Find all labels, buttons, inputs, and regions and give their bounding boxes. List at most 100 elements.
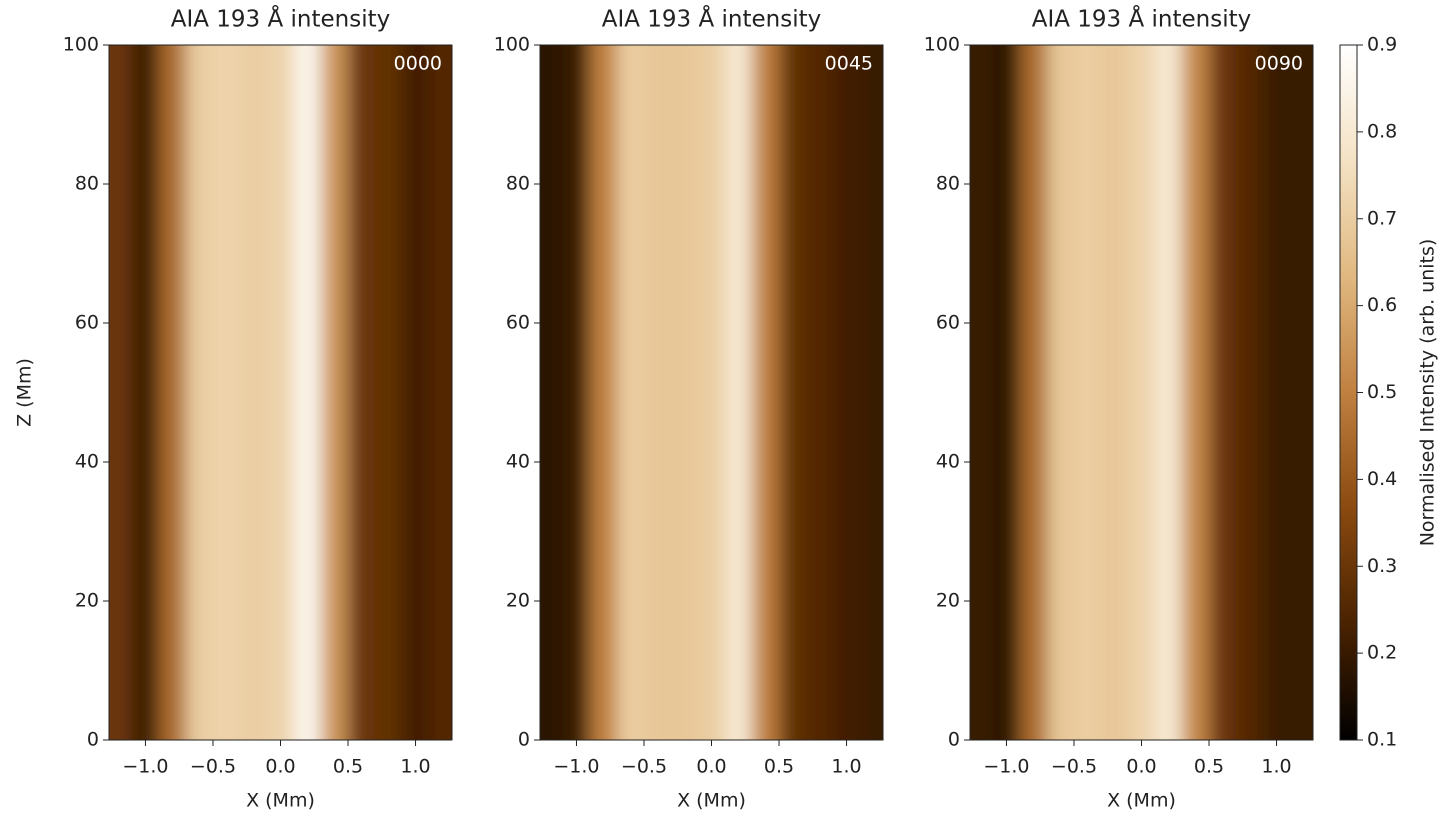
x-tick-label: −0.5 [1051, 756, 1097, 778]
colorbar-tick-label: 0.8 [1367, 120, 1397, 142]
y-tick-label: 100 [924, 34, 960, 56]
heatmap-cell [616, 45, 645, 740]
heatmap-image [109, 45, 452, 740]
y-tick-label: 60 [936, 312, 960, 334]
heatmap-image [540, 45, 883, 740]
heatmap-cell [1263, 45, 1291, 740]
x-tick-label: −0.5 [621, 756, 667, 778]
colorbar-tick-label: 0.4 [1367, 468, 1397, 490]
heatmap-cell [1046, 45, 1075, 740]
heatmap [109, 45, 452, 740]
heatmap-cell [725, 45, 753, 740]
y-tick-label: 100 [494, 34, 530, 56]
heatmap-cell [1209, 45, 1237, 740]
x-tick-label: 0.5 [1194, 756, 1224, 778]
x-tick-label: −0.5 [190, 756, 236, 778]
heatmap-cell [562, 45, 591, 740]
x-tick-label: 1.0 [400, 756, 430, 778]
heatmap-cell [402, 45, 430, 740]
heatmap-cell [1073, 45, 1102, 740]
x-tick-label: 0.0 [696, 756, 726, 778]
heatmap-cell [697, 45, 726, 740]
heatmap-cell [294, 45, 322, 740]
y-tick-label: 60 [75, 312, 99, 334]
x-tick-label: 1.0 [1261, 756, 1291, 778]
heatmap-cell [992, 45, 1021, 740]
colorbar [1339, 44, 1358, 741]
heatmap-cell [212, 45, 241, 740]
annotation: 0090 [1255, 53, 1303, 75]
y-tick-label: 40 [506, 451, 530, 473]
x-tick-label: 0.5 [333, 756, 363, 778]
y-tick-label: 20 [506, 590, 530, 612]
x-tick-label: 0.0 [265, 756, 295, 778]
colorbar-tick-label: 0.1 [1367, 729, 1397, 751]
colorbar-tick-label: 0.7 [1367, 207, 1397, 229]
chart-title: AIA 193 Å intensity [602, 5, 822, 33]
heatmap-cell [321, 45, 349, 740]
x-tick-label: 0.0 [1126, 756, 1156, 778]
y-tick-label: 60 [506, 312, 530, 334]
heatmap-cell [1290, 45, 1313, 740]
colorbar-label: Normalised Intensity (arb. units) [1417, 239, 1439, 547]
heatmap-cell [429, 45, 452, 740]
x-tick-label: −1.0 [983, 756, 1029, 778]
y-tick-label: 20 [936, 590, 960, 612]
heatmap-cell [109, 45, 133, 740]
x-tick-label: −1.0 [553, 756, 599, 778]
x-tick-label: 0.5 [764, 756, 794, 778]
colorbar-tick-label: 0.3 [1367, 555, 1397, 577]
y-tick-label: 80 [936, 173, 960, 195]
heatmap-cell [375, 45, 403, 740]
y-tick-label: 20 [75, 590, 99, 612]
x-axis-label: X (Mm) [246, 790, 315, 812]
y-tick-label: 40 [75, 451, 99, 473]
heatmap-cell [1100, 45, 1129, 740]
colorbar-tick-label: 0.9 [1367, 34, 1397, 56]
heatmap-cell [185, 45, 214, 740]
heatmap-cell [970, 45, 994, 740]
heatmap-cell [1127, 45, 1156, 740]
y-tick-label: 80 [506, 173, 530, 195]
heatmap-cell [752, 45, 780, 740]
heatmap-cell [540, 45, 564, 740]
colorbar-tick-label: 0.5 [1367, 381, 1397, 403]
heatmap-cell [833, 45, 861, 740]
chart-title: AIA 193 Å intensity [171, 5, 391, 33]
x-axis-label: X (Mm) [1107, 790, 1176, 812]
heatmap-cell [806, 45, 834, 740]
colorbar-tick-label: 0.2 [1367, 642, 1397, 664]
x-axis-label: X (Mm) [677, 790, 746, 812]
heatmap-cell [158, 45, 187, 740]
heatmap-cell [643, 45, 672, 740]
heatmap-image [970, 45, 1313, 740]
heatmap [970, 45, 1313, 740]
heatmap-cell [589, 45, 618, 740]
x-tick-label: 1.0 [831, 756, 861, 778]
colorbar-tick-label: 0.6 [1367, 294, 1397, 316]
y-tick-label: 80 [75, 173, 99, 195]
heatmap-cell [239, 45, 268, 740]
heatmap-cell [670, 45, 699, 740]
heatmap-cell [1236, 45, 1264, 740]
y-tick-label: 0 [948, 729, 960, 751]
y-tick-label: 40 [936, 451, 960, 473]
heatmap-cell [266, 45, 295, 740]
annotation: 0000 [394, 53, 442, 75]
heatmap-cell [860, 45, 883, 740]
heatmap-cell [131, 45, 160, 740]
y-tick-label: 0 [87, 729, 99, 751]
y-tick-label: 100 [63, 34, 99, 56]
chart-title: AIA 193 Å intensity [1032, 5, 1252, 33]
heatmap-cell [1182, 45, 1210, 740]
x-tick-label: −1.0 [122, 756, 168, 778]
heatmap-cell [1155, 45, 1183, 740]
heatmap-cell [1019, 45, 1048, 740]
heatmap-cell [779, 45, 807, 740]
heatmap-cell [348, 45, 376, 740]
annotation: 0045 [825, 53, 873, 75]
heatmap [540, 45, 883, 740]
y-tick-label: 0 [518, 729, 530, 751]
y-axis-label: Z (Mm) [14, 358, 36, 427]
